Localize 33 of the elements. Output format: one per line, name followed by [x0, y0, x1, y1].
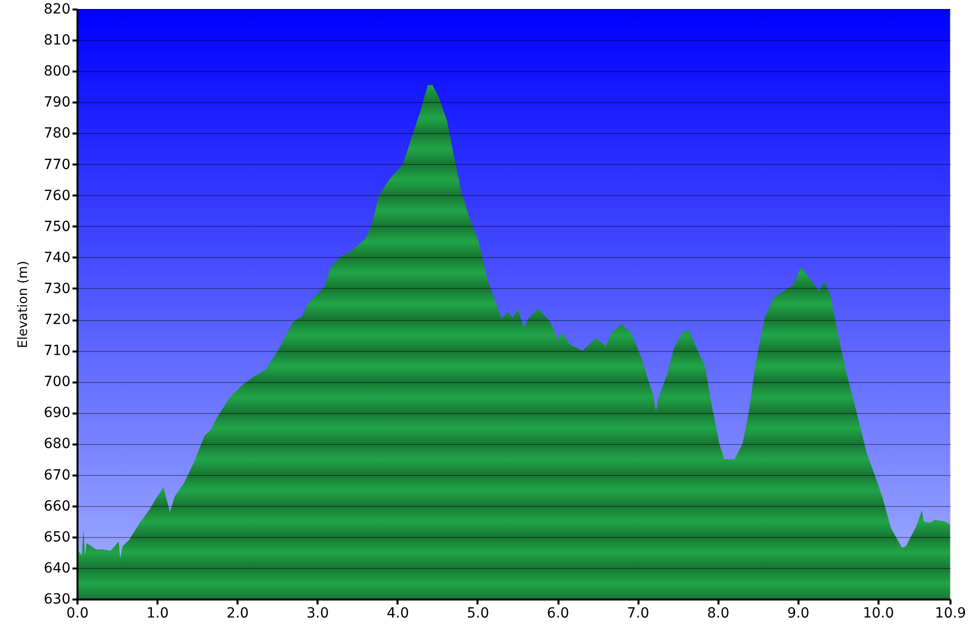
y-tick-label: 820	[44, 2, 70, 18]
x-tick-label: 1.0	[146, 606, 169, 622]
x-tick-label: 10.9	[934, 606, 966, 622]
y-tick-label: 710	[44, 343, 70, 360]
y-tick-label: 720	[44, 312, 70, 328]
x-tick-label: 8.0	[707, 606, 730, 622]
x-tick-label: 5.0	[466, 606, 490, 622]
y-axis-title: Elevation (m)	[16, 260, 31, 348]
x-tick-label: 10.0	[862, 606, 894, 622]
x-tick-label: 4.0	[386, 606, 409, 622]
y-tick-label: 730	[44, 280, 70, 297]
y-tick-label: 640	[44, 560, 70, 576]
x-tick-label: 2.0	[226, 606, 249, 622]
y-tick-label: 790	[44, 94, 70, 111]
y-tick-label: 810	[44, 32, 70, 49]
x-tick-label: 7.0	[627, 606, 650, 622]
y-tick-label: 740	[44, 250, 70, 266]
y-tick-label: 660	[44, 498, 70, 514]
y-tick-label: 800	[44, 64, 70, 80]
x-tick-label: 0.0	[66, 606, 89, 622]
y-tick-label: 650	[44, 529, 70, 546]
y-tick-label: 780	[44, 126, 70, 142]
x-tick-label: 9.0	[787, 606, 810, 622]
y-tick-label: 690	[44, 405, 70, 422]
y-tick-label: 680	[44, 436, 70, 452]
y-tick-label: 700	[44, 374, 70, 390]
x-tick-label: 3.0	[306, 606, 329, 622]
y-tick-label: 670	[44, 467, 70, 484]
x-tick-label: 6.0	[546, 606, 570, 622]
y-tick-label: 760	[44, 188, 70, 204]
y-tick-label: 770	[44, 156, 70, 173]
y-tick-label: 750	[44, 218, 70, 235]
y-tick-label: 630	[44, 592, 70, 608]
